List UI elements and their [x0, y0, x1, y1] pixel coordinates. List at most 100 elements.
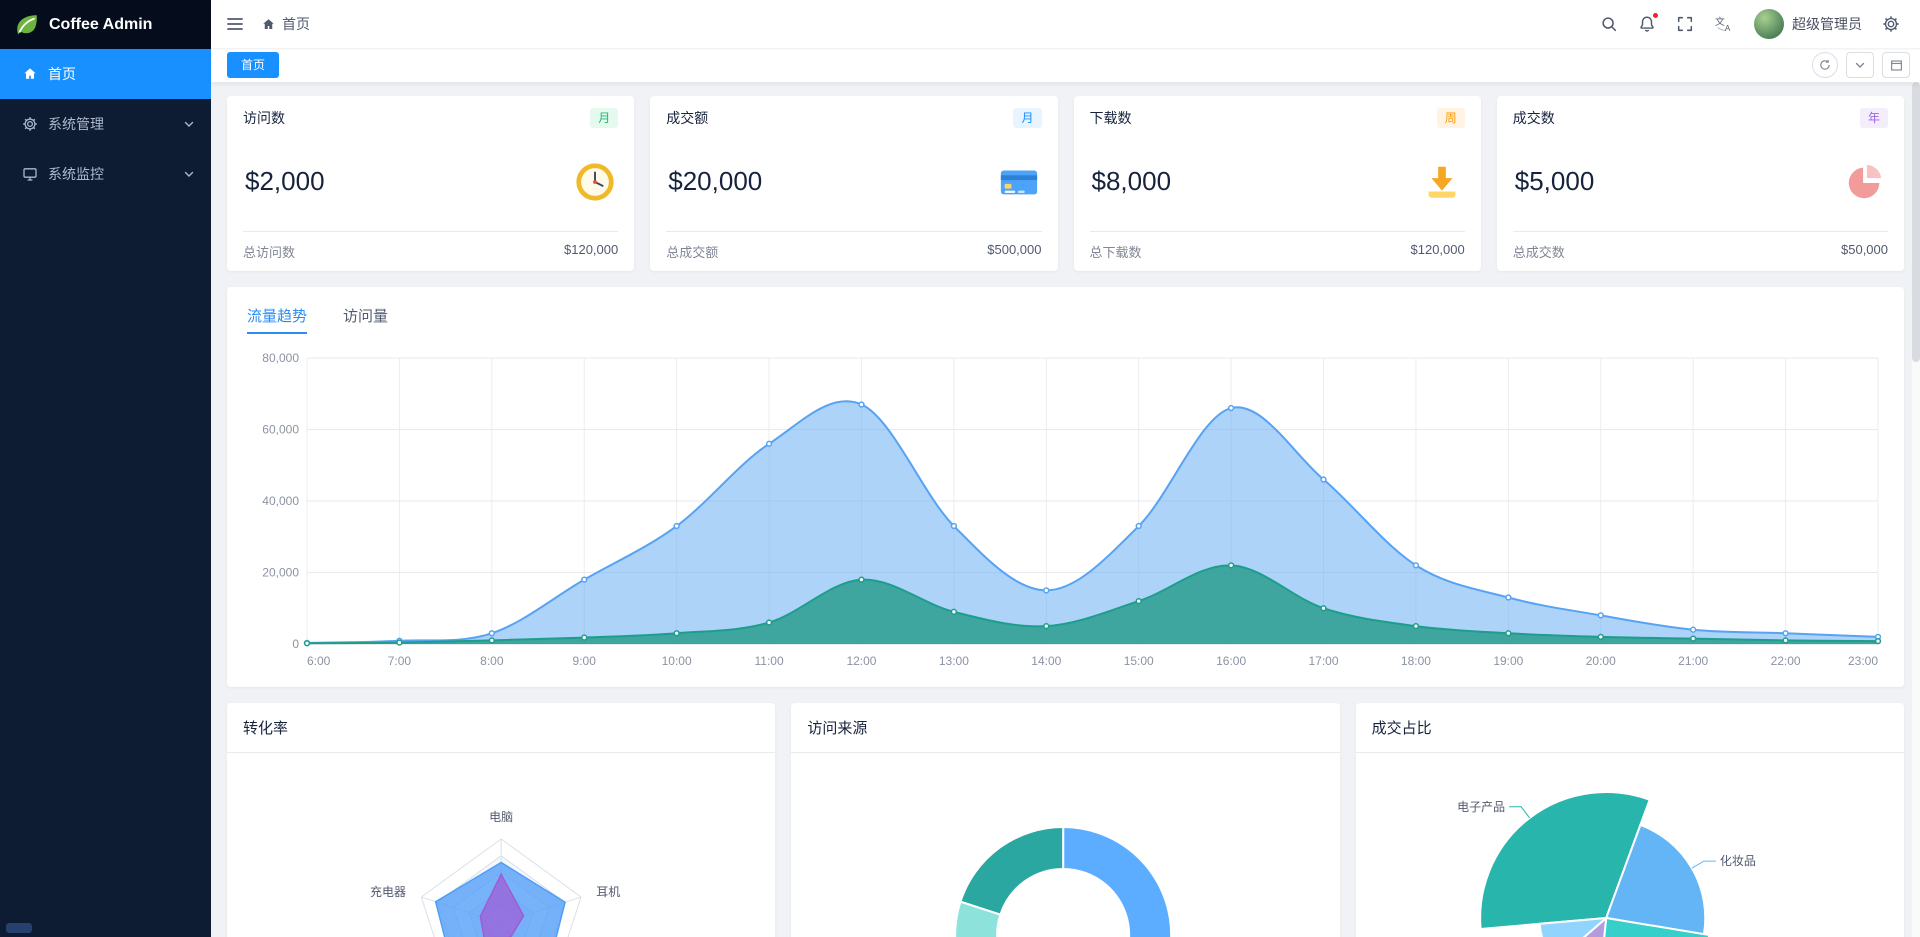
- scrollbar-thumb[interactable]: [1912, 82, 1920, 362]
- sidebar-scroll-strip: [6, 923, 32, 933]
- logo-text: Coffee Admin: [49, 15, 153, 33]
- page-content: 访问数 月 $2,000 总访问数 $120: [211, 82, 1920, 937]
- maximize-content-button[interactable]: [1882, 52, 1910, 78]
- sidebar-item-system-monitor[interactable]: 系统监控: [0, 149, 211, 199]
- collapse-menu-button[interactable]: [225, 14, 245, 34]
- sidebar-item-home[interactable]: 首页: [0, 49, 211, 99]
- svg-text:充电器: 充电器: [370, 884, 406, 899]
- settings-button[interactable]: [1882, 15, 1900, 33]
- panel-title: 访问来源: [791, 703, 1340, 753]
- stat-value: $5,000: [1514, 166, 1595, 196]
- stat-title: 成交数: [1512, 110, 1555, 126]
- period-badge: 年: [1859, 108, 1888, 128]
- period-badge: 周: [1436, 108, 1465, 128]
- traffic-trend-card: 流量趋势 访问量 6:00 7:00 8:00 9:00 10:00 11:00 12:00…: [227, 287, 1904, 687]
- svg-text:11:00: 11:00: [754, 654, 783, 668]
- conversion-rate-panel: 转化率 电脑 耳机 充电器: [227, 703, 776, 937]
- pie-icon: [1848, 164, 1882, 198]
- svg-text:23:00: 23:00: [1848, 654, 1878, 668]
- traffic-trend-chart: 6:00 7:00 8:00 9:00 10:00 11:00 12:00 13:00 14:0…: [262, 351, 1882, 668]
- search-button[interactable]: [1600, 15, 1618, 33]
- tabs-menu-button[interactable]: [1846, 52, 1874, 78]
- stat-title: 下载数: [1089, 110, 1132, 126]
- trend-tabs: 流量趋势 访问量: [243, 299, 1888, 344]
- svg-text:13:00: 13:00: [939, 654, 969, 668]
- stat-card-downloads: 下载数 周 $8,000 总下载数 $120,000: [1073, 96, 1481, 271]
- svg-text:耳机: 耳机: [596, 885, 620, 899]
- user-name: 超级管理员: [1792, 16, 1862, 32]
- visit-source-donut-chart: [954, 825, 1173, 937]
- breadcrumb[interactable]: 首页: [261, 14, 310, 34]
- stat-total-value: $50,000: [1841, 242, 1888, 257]
- deal-share-panel: 成交占比 电子产品化妆品: [1355, 703, 1904, 937]
- sidebar: Coffee Admin 首页 系统管理 系统监控: [0, 0, 211, 937]
- stat-total-value: $500,000: [987, 242, 1042, 257]
- refresh-tabs-button[interactable]: [1812, 52, 1838, 78]
- panel-title: 成交占比: [1355, 703, 1904, 753]
- svg-text:22:00: 22:00: [1771, 654, 1801, 668]
- avatar: [1754, 9, 1784, 39]
- stat-value: $8,000: [1091, 166, 1172, 196]
- clock-gauge-icon: [576, 162, 614, 201]
- svg-text:20:00: 20:00: [1586, 654, 1616, 668]
- svg-text:21:00: 21:00: [1678, 654, 1708, 668]
- stat-total-value: $120,000: [1410, 242, 1465, 257]
- chevron-down-icon: [1855, 62, 1865, 68]
- gear-icon: [1883, 16, 1899, 32]
- stat-card-deal-amount: 成交额 月 $20,000 总成交额: [650, 96, 1058, 271]
- tab-home[interactable]: 首页: [227, 52, 280, 78]
- svg-text:9:00: 9:00: [573, 654, 597, 668]
- user-menu[interactable]: 超级管理员: [1754, 9, 1862, 39]
- stat-card-visits: 访问数 月 $2,000 总访问数 $120: [227, 96, 635, 271]
- svg-text:化妆品: 化妆品: [1720, 854, 1756, 868]
- svg-text:文: 文: [1715, 15, 1725, 28]
- svg-text:电子产品: 电子产品: [1457, 800, 1505, 814]
- stat-value: $2,000: [245, 166, 325, 196]
- credit-card-icon: [1000, 170, 1037, 194]
- svg-text:10:00: 10:00: [662, 654, 692, 668]
- sidebar-item-system-management[interactable]: 系统管理: [0, 99, 211, 149]
- sidebar-item-label: 系统管理: [48, 116, 104, 132]
- period-badge: 月: [1013, 108, 1042, 128]
- stat-total-label: 总下载数: [1089, 245, 1142, 260]
- svg-text:80,000: 80,000: [262, 351, 299, 365]
- fullscreen-button[interactable]: [1676, 15, 1694, 33]
- stat-total-label: 总访问数: [243, 245, 296, 260]
- bottom-panel-row: 转化率 电脑 耳机 充电器 访问来源 成交占比 电子产品 化妆品: [227, 703, 1904, 937]
- svg-text:8:00: 8:00: [480, 654, 504, 668]
- bell-icon: [1640, 16, 1654, 32]
- frame-icon: [1890, 59, 1902, 71]
- translate-icon: 文A: [1715, 15, 1731, 33]
- app-logo[interactable]: Coffee Admin: [0, 0, 211, 49]
- stat-card-deals: 成交数 年 $5,000 总成交数 $50,000: [1496, 96, 1904, 271]
- stat-total-label: 总成交额: [666, 245, 719, 260]
- sidebar-menu: 首页 系统管理 系统监控: [0, 49, 211, 199]
- svg-text:19:00: 19:00: [1493, 654, 1523, 668]
- search-icon: [1602, 17, 1617, 32]
- notification-dot: [1652, 12, 1659, 19]
- home-icon: [263, 18, 274, 29]
- svg-text:16:00: 16:00: [1216, 654, 1246, 668]
- stat-title: 成交额: [666, 110, 709, 126]
- tag-nav-bar: 首页: [211, 48, 1920, 82]
- breadcrumb-label: 首页: [282, 16, 310, 32]
- visit-source-panel: 访问来源: [791, 703, 1340, 937]
- panel-title: 转化率: [227, 703, 776, 753]
- refresh-icon: [1820, 59, 1830, 70]
- tab-label: 首页: [241, 58, 266, 72]
- svg-text:A: A: [1725, 24, 1731, 33]
- notifications-button[interactable]: [1638, 12, 1659, 33]
- svg-text:18:00: 18:00: [1401, 654, 1431, 668]
- gear-icon: [23, 117, 37, 131]
- leaf-logo-icon: [17, 14, 37, 35]
- tab-traffic-trend[interactable]: 流量趋势: [247, 305, 308, 334]
- svg-text:40,000: 40,000: [262, 494, 299, 508]
- svg-text:7:00: 7:00: [388, 654, 412, 668]
- tab-visit-volume[interactable]: 访问量: [343, 308, 389, 325]
- period-badge: 月: [590, 108, 619, 128]
